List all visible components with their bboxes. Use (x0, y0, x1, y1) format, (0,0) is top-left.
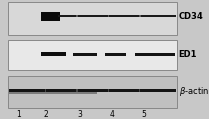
Text: 2: 2 (44, 110, 48, 119)
Text: 5: 5 (142, 110, 147, 119)
Text: 3: 3 (77, 110, 82, 119)
Bar (8, 76, 177, 108)
Text: 1: 1 (17, 110, 21, 119)
Text: ED1: ED1 (179, 50, 197, 59)
Text: $\beta$-actin: $\beta$-actin (179, 84, 209, 98)
Text: 4: 4 (109, 110, 114, 119)
Bar (8, 40, 177, 70)
Text: CD34: CD34 (179, 12, 203, 21)
Bar (8, 2, 177, 35)
